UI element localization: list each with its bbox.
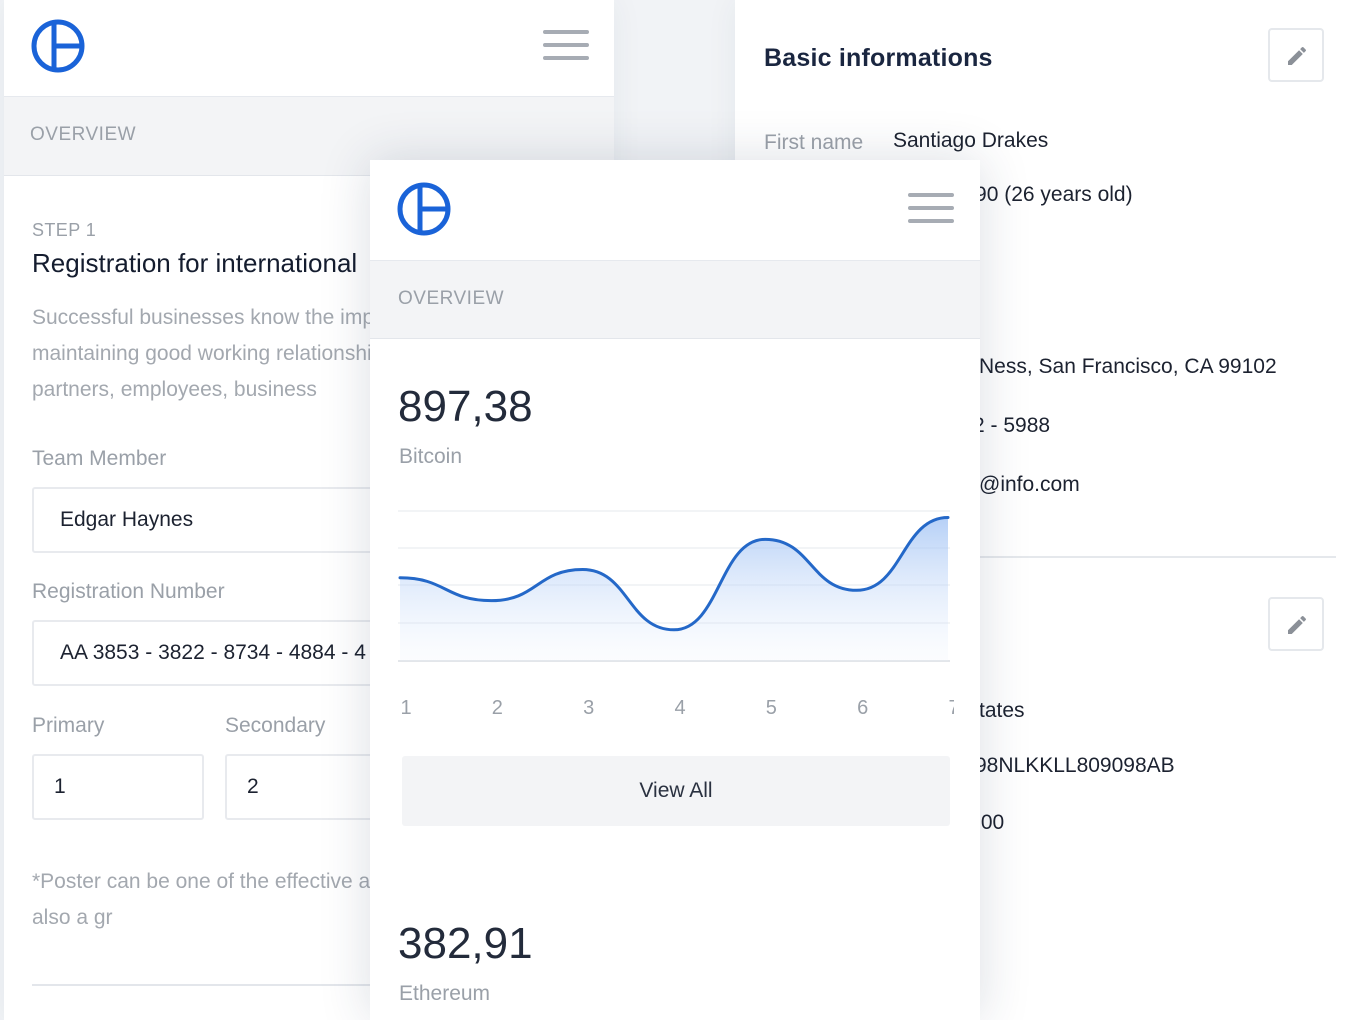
- primary-field[interactable]: 1: [32, 754, 204, 820]
- secondary-label: Secondary: [225, 714, 326, 737]
- step-title: Registration for international: [32, 248, 358, 278]
- first-name-label: First name: [764, 131, 864, 154]
- registration-number-field[interactable]: AA 3853 - 3822 - 8734 - 4884 - 4: [32, 620, 614, 686]
- left-top-bar: [4, 0, 614, 97]
- series-line: [398, 515, 950, 632]
- amount-value: ,00: [975, 811, 1005, 834]
- first-name-value: Santiago Drakes: [893, 129, 1049, 152]
- x-tick-label: 3: [583, 697, 594, 719]
- hamburger-menu-icon[interactable]: [543, 30, 589, 62]
- overview-tab[interactable]: OVERVIEW: [4, 97, 614, 176]
- view-all-button[interactable]: View All: [402, 756, 950, 826]
- x-tick-label: 5: [766, 697, 777, 719]
- overview-tab[interactable]: OVERVIEW: [370, 261, 980, 339]
- x-tick-label: 1: [400, 697, 411, 719]
- bitcoin-label: Bitcoin: [399, 445, 463, 468]
- brand-logo-icon[interactable]: [396, 181, 452, 237]
- bitcoin-area-chart: 1 2 3 4 5 6 7: [398, 510, 954, 719]
- area-fill: [400, 517, 948, 661]
- ethereum-value: 382,91: [398, 919, 533, 968]
- edit-basic-info-button[interactable]: [1268, 28, 1324, 82]
- section-title: Basic informations: [764, 44, 993, 72]
- country-value: tates: [979, 699, 1025, 722]
- brand-logo-icon[interactable]: [30, 18, 86, 74]
- section-divider: [975, 556, 1336, 558]
- phone-value: 2 - 5988: [973, 414, 1051, 437]
- team-member-field[interactable]: Edgar Haynes: [32, 487, 614, 553]
- team-member-label: Team Member: [32, 447, 167, 470]
- x-tick-label: 7: [948, 697, 954, 719]
- primary-label: Primary: [32, 714, 105, 737]
- hamburger-menu-icon[interactable]: [908, 193, 954, 225]
- x-axis-ticks: 1 2 3 4 5 6 7: [400, 697, 954, 719]
- mid-top-bar: [370, 160, 980, 261]
- step-label: STEP 1: [32, 220, 97, 240]
- divider: [32, 984, 612, 986]
- pencil-icon: [1288, 615, 1307, 634]
- birth-date-value: '90 (26 years old): [971, 183, 1133, 206]
- x-tick-label: 4: [674, 697, 685, 719]
- pencil-icon: [1288, 46, 1307, 65]
- bitcoin-value: 897,38: [398, 382, 533, 431]
- registration-number-label: Registration Number: [32, 580, 225, 603]
- x-tick-label: 6: [857, 697, 868, 719]
- address-value: Ness, San Francisco, CA 99102: [979, 355, 1277, 378]
- x-tick-label: 2: [492, 697, 503, 719]
- ethereum-label: Ethereum: [399, 982, 491, 1005]
- email-value: @info.com: [979, 473, 1080, 496]
- edit-bank-info-button[interactable]: [1268, 597, 1324, 651]
- crypto-overview-panel: OVERVIEW 897,38 Bitcoin 1 2 3 4 5 6 7 View All…: [370, 160, 980, 1020]
- account-number-value: 98NLKKLL809098AB: [975, 754, 1175, 777]
